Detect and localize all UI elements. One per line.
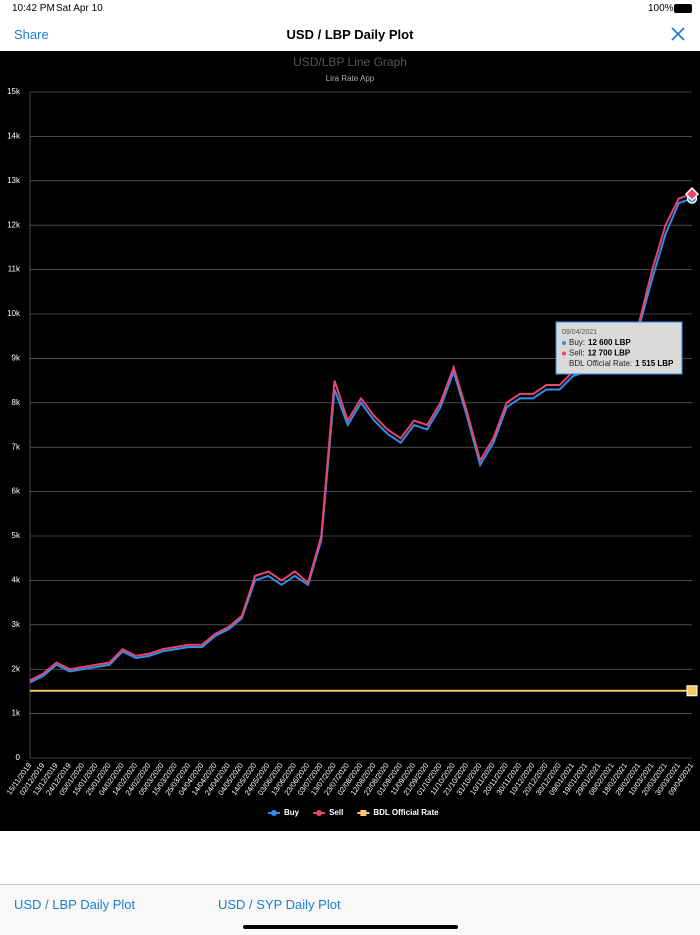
tooltip-value: 12 600 LBP — [588, 338, 631, 347]
chart-title: USD/LBP Line Graph — [293, 55, 407, 69]
tab-bar: USD / LBP Daily Plot USD / SYP Daily Plo… — [0, 884, 700, 935]
y-tick-label: 5k — [12, 531, 21, 540]
tooltip-value: 12 700 LBP — [588, 349, 631, 358]
tooltip-value: 1 515 LBP — [635, 359, 674, 368]
y-tick-label: 1k — [12, 709, 21, 718]
y-tick-label: 12k — [7, 220, 21, 229]
tooltip-dot — [562, 351, 566, 356]
y-tick-label: 4k — [12, 576, 21, 585]
point-marker — [686, 685, 698, 697]
y-tick-label: 7k — [12, 442, 21, 451]
y-tick-label: 2k — [12, 664, 21, 673]
legend-swatch — [360, 810, 367, 816]
legend-swatch — [271, 810, 277, 816]
y-tick-label: 14k — [7, 132, 21, 141]
y-tick-label: 0 — [16, 753, 21, 762]
home-indicator — [243, 925, 458, 929]
y-tick-label: 11k — [8, 265, 21, 274]
legend-label: BDL Official Rate — [373, 808, 439, 817]
share-button[interactable]: Share — [14, 27, 49, 42]
time: 10:42 PM — [12, 3, 55, 14]
tab[interactable]: USD / LBP Daily Plot — [14, 897, 136, 912]
chart-subtitle: Lira Rate App — [326, 74, 375, 83]
tooltip-label: Buy: — [569, 338, 585, 347]
point-marker — [684, 187, 700, 202]
legend-label: Sell — [329, 808, 343, 817]
y-tick-label: 6k — [12, 487, 21, 496]
y-tick-label: 9k — [12, 354, 21, 363]
status-bar: 10:42 PM Sat Apr 10 100% — [0, 0, 700, 18]
close-button[interactable] — [671, 27, 685, 41]
y-tick-label: 3k — [12, 620, 21, 629]
y-tick-label: 8k — [12, 398, 21, 407]
tooltip-title: 09/04/2021 — [562, 329, 597, 336]
y-tick-label: 15k — [7, 87, 21, 96]
battery-icon — [674, 4, 692, 13]
chart-background — [0, 51, 700, 831]
tab[interactable]: USD / SYP Daily Plot — [218, 897, 341, 912]
y-tick-label: 13k — [7, 176, 21, 185]
nav-bar: Share USD / LBP Daily Plot — [0, 18, 700, 52]
date: Sat Apr 10 — [56, 3, 103, 14]
y-tick-label: 10k — [7, 309, 21, 318]
chart: USD/LBP Line Graph Lira Rate App 0 1k 2k 3k… — [0, 51, 700, 831]
battery-text: 100% — [648, 3, 674, 14]
nav-title: USD / LBP Daily Plot — [286, 27, 414, 42]
tooltip-label: Sell: — [569, 349, 585, 358]
legend-swatch — [316, 810, 323, 816]
tooltip-dot — [562, 341, 566, 345]
legend-label: Buy — [284, 808, 300, 817]
tooltip-box — [555, 321, 683, 375]
tooltip-label: BDL Official Rate: — [569, 359, 632, 368]
